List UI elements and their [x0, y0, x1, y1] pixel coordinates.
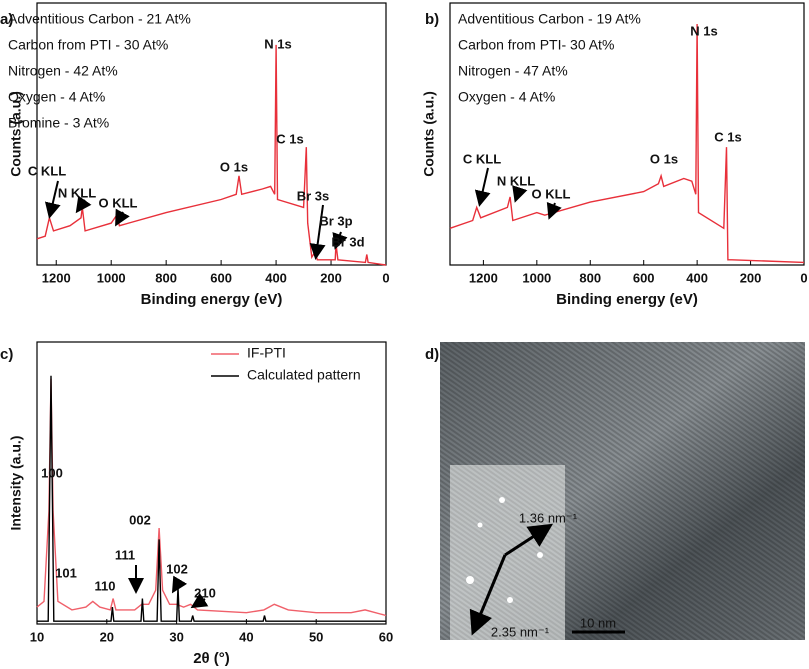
x-tick-label: 200	[320, 270, 342, 285]
pattern-line	[37, 375, 386, 622]
peak-arrow	[171, 575, 188, 594]
image-label: 1.36 nm⁻¹	[519, 510, 578, 525]
pattern-line	[36, 378, 387, 617]
peak-arrow	[309, 204, 326, 260]
peak-label: O KLL	[99, 195, 138, 210]
y-axis-label: Counts (a.u.)	[8, 91, 24, 177]
peak-arrow	[546, 201, 562, 220]
composition-text: Nitrogen - 42 At%	[8, 63, 118, 79]
peak-label: Br 3s	[297, 188, 330, 203]
composition-text: Carbon from PTI - 30 At%	[8, 37, 168, 53]
plot-frame	[449, 2, 805, 266]
composition-text: Carbon from PTI- 30 At%	[458, 37, 614, 53]
x-tick-label: 10	[30, 629, 44, 644]
peak-arrow	[474, 167, 491, 207]
x-tick-label: 40	[239, 629, 253, 644]
spectrum-line	[449, 23, 805, 264]
composition-text: Nitrogen - 47 At%	[458, 63, 568, 79]
x-tick-label: 20	[100, 629, 114, 644]
x-axis-label: Binding energy (eV)	[556, 291, 698, 308]
legend-label: IF-PTI	[247, 345, 286, 361]
x-tick-label: 0	[382, 270, 389, 285]
y-axis-label: Intensity (a.u.)	[8, 436, 24, 531]
peak-arrow	[190, 592, 209, 609]
peak-label: C 1s	[714, 129, 741, 144]
x-tick-label: 600	[633, 270, 655, 285]
x-tick-label: 1000	[522, 270, 551, 285]
composition-text: Adventitious Carbon - 21 At%	[8, 11, 191, 27]
peak-arrow	[44, 180, 61, 219]
peak-label: N 1s	[264, 36, 291, 51]
composition-text: Adventitious Carbon - 19 At%	[458, 11, 641, 27]
peak-label: O 1s	[650, 151, 678, 166]
x-tick-label: 800	[579, 270, 601, 285]
x-axis-label: 2θ (°)	[193, 650, 230, 667]
peak-arrow	[512, 185, 528, 203]
x-tick-label: 0	[800, 270, 807, 285]
plot-frame	[36, 2, 387, 266]
plot-frame	[36, 341, 387, 625]
peak-label: C 1s	[276, 131, 303, 146]
peak-label: 100	[41, 465, 63, 480]
peak-arrow	[332, 231, 348, 250]
composition-text: Bromine - 3 At%	[8, 115, 109, 131]
peak-arrow	[115, 208, 130, 227]
x-tick-label: 50	[309, 629, 323, 644]
x-tick-label: 1200	[42, 270, 71, 285]
panel-label: a)	[0, 11, 13, 28]
panel-label: c)	[0, 346, 13, 363]
x-tick-label: 30	[169, 629, 183, 644]
composition-text: Oxygen - 4 At%	[8, 89, 105, 105]
x-tick-label: 60	[379, 629, 393, 644]
peak-label: N 1s	[690, 23, 717, 38]
peak-label: 101	[55, 565, 77, 580]
legend-label: Calculated pattern	[247, 367, 361, 383]
peak-label: N KLL	[58, 185, 96, 200]
x-tick-label: 1200	[469, 270, 498, 285]
peak-label: 002	[129, 512, 151, 527]
peak-label: 110	[95, 578, 116, 593]
composition-text: Oxygen - 4 At%	[458, 89, 555, 105]
x-tick-label: 800	[155, 270, 177, 285]
peak-label: 102	[166, 561, 188, 576]
peak-label: C KLL	[463, 151, 501, 166]
x-tick-label: 1000	[97, 270, 126, 285]
image-label: 10 nm	[580, 615, 616, 630]
peak-label: Br 3p	[319, 213, 352, 228]
peak-label: 210	[194, 585, 216, 600]
y-axis-label: Counts (a.u.)	[421, 91, 437, 177]
peak-arrow	[75, 195, 92, 214]
x-tick-label: 600	[210, 270, 232, 285]
x-tick-label: 400	[265, 270, 287, 285]
image-label: 2.35 nm⁻¹	[491, 624, 550, 639]
panel-label: b)	[425, 11, 439, 28]
x-tick-label: 200	[740, 270, 762, 285]
peak-label: C KLL	[28, 163, 66, 178]
peak-label: O 1s	[220, 159, 248, 174]
tem-image	[440, 342, 805, 640]
peak-label: Br 3d	[331, 234, 364, 249]
x-tick-label: 400	[686, 270, 708, 285]
x-axis-label: Binding energy (eV)	[141, 291, 283, 308]
peak-label: O KLL	[532, 186, 571, 201]
panel-label: d)	[425, 346, 439, 363]
peak-label: N KLL	[497, 173, 535, 188]
peak-label: 111	[115, 547, 135, 562]
